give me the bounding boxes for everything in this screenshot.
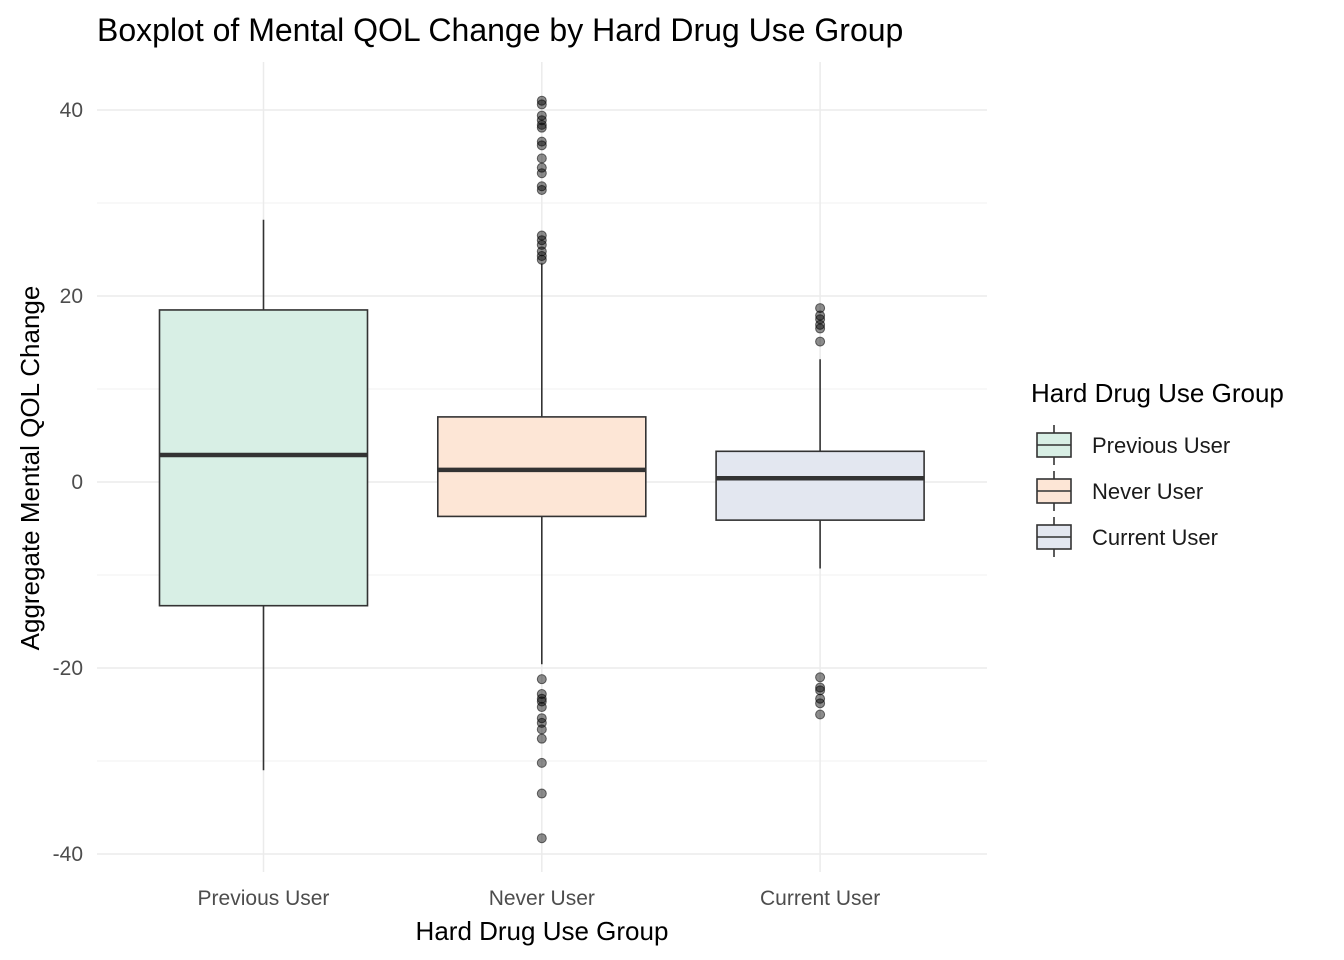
outlier-point — [536, 181, 547, 192]
x-tick-label: Current User — [760, 887, 880, 910]
outlier-point — [815, 319, 826, 330]
outlier-point — [815, 323, 826, 334]
legend-item: Current User — [1036, 517, 1218, 557]
outlier-point — [536, 702, 547, 713]
outlier-point — [815, 672, 826, 683]
outlier-point — [536, 184, 547, 195]
outlier-point — [536, 674, 547, 685]
outlier-point — [536, 733, 547, 744]
y-tick-label: -40 — [53, 843, 83, 866]
outlier-point — [815, 303, 826, 314]
outlier-point — [536, 724, 547, 735]
x-axis-title: Hard Drug Use Group — [416, 916, 669, 946]
y-tick-label: 0 — [71, 471, 83, 494]
outlier-point — [536, 254, 547, 265]
outlier-point — [815, 682, 826, 693]
y-axis-ticks: -40 -20 0 20 40 — [53, 99, 83, 866]
box-body — [158, 309, 369, 607]
y-tick-label: 40 — [60, 99, 83, 122]
y-tick-label: -20 — [53, 657, 83, 680]
x-tick-label: Never User — [489, 887, 595, 910]
box-body — [715, 450, 925, 521]
outlier-point — [815, 685, 826, 696]
box-previous-user — [158, 219, 369, 771]
legend-label: Current User — [1092, 525, 1218, 550]
outlier-point — [536, 119, 547, 130]
box-current-user — [715, 303, 925, 720]
outlier-point — [536, 162, 547, 173]
legend-label: Previous User — [1092, 433, 1230, 458]
outlier-point — [815, 709, 826, 720]
y-tick-label: 20 — [60, 285, 83, 308]
outlier-point — [815, 336, 826, 347]
legend-label: Never User — [1092, 479, 1203, 504]
legend: Hard Drug Use Group Previous User Never U… — [1031, 378, 1284, 557]
outlier-point — [536, 251, 547, 262]
boxes — [158, 95, 925, 844]
outlier-point — [815, 698, 826, 709]
box-body — [436, 416, 647, 518]
outlier-point — [536, 153, 547, 164]
legend-item: Never User — [1036, 471, 1203, 511]
outlier-point — [536, 168, 547, 179]
legend-title: Hard Drug Use Group — [1031, 378, 1284, 408]
chart-title: Boxplot of Mental QOL Change by Hard Dru… — [97, 12, 903, 48]
x-tick-label: Previous User — [198, 887, 330, 910]
outlier-point — [536, 99, 547, 110]
outlier-point — [536, 122, 547, 133]
outlier-point — [536, 136, 547, 147]
outlier-point — [536, 140, 547, 151]
x-axis-ticks: Previous User Never User Current User — [198, 887, 881, 910]
outlier-point — [536, 757, 547, 768]
outlier-point — [536, 833, 547, 844]
box-never-user — [436, 95, 647, 844]
outlier-point — [536, 788, 547, 799]
outlier-point — [536, 693, 547, 704]
outlier-point — [536, 95, 547, 106]
outlier-point — [536, 696, 547, 707]
legend-item: Previous User — [1036, 425, 1230, 465]
y-axis-title: Aggregate Mental QOL Change — [15, 286, 45, 651]
